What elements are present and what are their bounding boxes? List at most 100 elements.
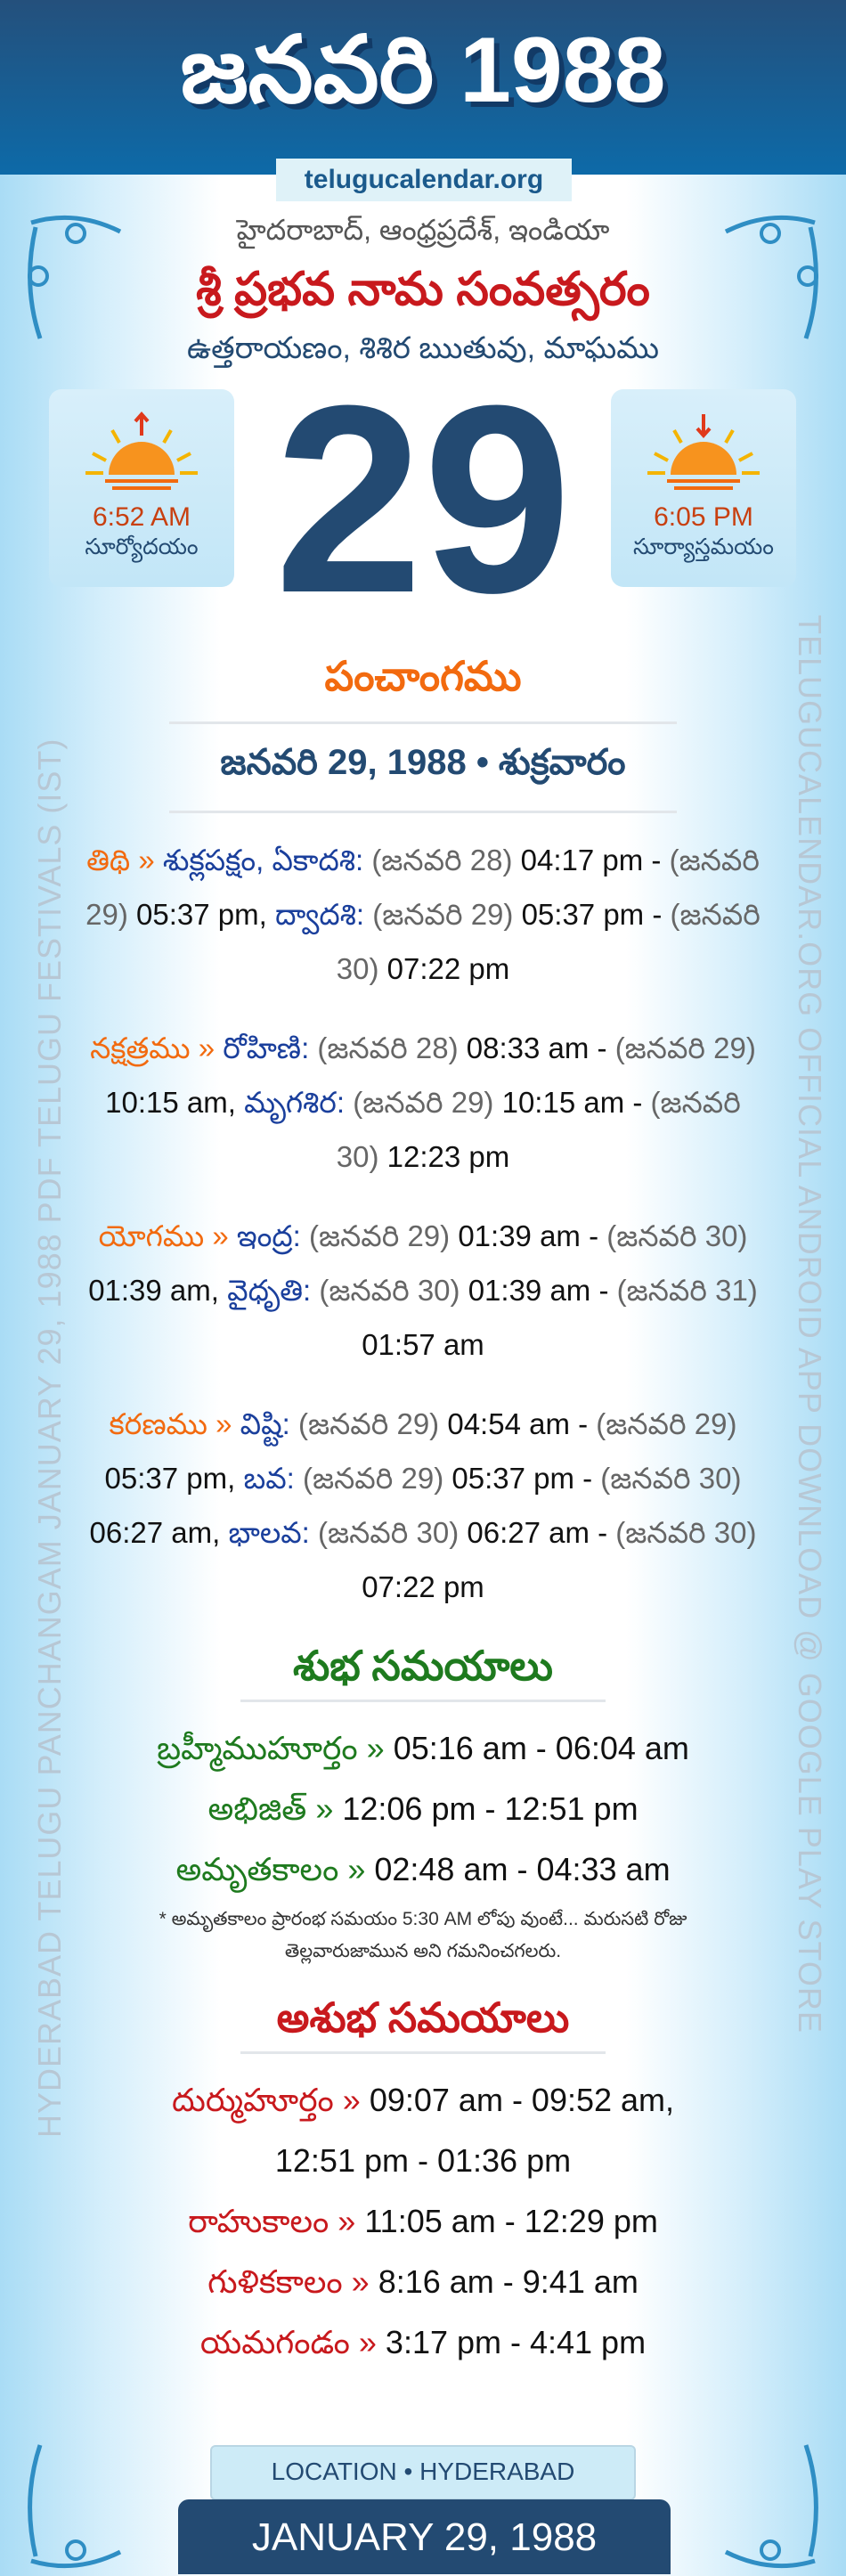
panchang-date: (జనవరి 30) <box>319 1274 460 1307</box>
timing-name: గుళికకాలం » <box>207 2263 370 2300</box>
corner-ornament-icon <box>724 2444 818 2569</box>
panchang-time: 08:33 am - <box>466 1031 607 1064</box>
corner-ornament-icon <box>724 215 818 339</box>
divider <box>169 811 677 813</box>
panchang-date: (జనవరి 29) <box>372 898 514 931</box>
footer-date: JANUARY 29, 1988 <box>178 2499 671 2574</box>
divider <box>169 721 677 724</box>
panchang-value: ద్వాదశి: <box>274 898 365 931</box>
site-link[interactable]: telugucalendar.org <box>276 159 572 201</box>
side-text-left: HYDERABAD TELUGU PANCHANGAM JANUARY 29, … <box>31 738 68 2138</box>
header-banner: జనవరి 1988 <box>0 0 846 175</box>
nakshatra-block: నక్షత్రము » రోహిణి: (జనవరి 28) 08:33 am … <box>85 1021 761 1184</box>
panchang-date: (జనవరి 29) <box>303 1462 444 1495</box>
divider <box>240 1700 606 1702</box>
panchang-key: తిథి » <box>86 844 155 876</box>
panchang-time: 05:37 pm - <box>451 1462 593 1495</box>
shubha-row: అమృతకాలం » 02:48 am - 04:33 am <box>85 1839 761 1900</box>
panchang-time: 12:23 pm <box>386 1140 510 1173</box>
timing-name: అమృతకాలం » <box>175 1851 366 1887</box>
panchang-value: ఇంద్ర: <box>236 1219 301 1252</box>
sunset-label: సూర్యాస్తమయం <box>633 534 774 559</box>
sunrise-time: 6:52 AM <box>92 502 191 532</box>
samvatsaram-title: శ్రీ ప్రభవ నామ సంవత్సరం <box>196 264 650 315</box>
panchang-date: (జనవరి 30) <box>615 1516 757 1549</box>
timing-value: 09:07 am - 09:52 am, <box>369 2082 675 2118</box>
panchang-time: 05:37 pm - <box>521 898 663 931</box>
sunrise-icon <box>85 411 198 490</box>
panchang-time: 05:37 pm, <box>104 1462 236 1495</box>
panchang-time: 01:39 am - <box>468 1274 609 1307</box>
panchang-date: (జనవరి 29) <box>596 1407 737 1440</box>
ashubha-row-cont: 12:51 pm - 01:36 pm <box>85 2131 761 2191</box>
sunset-icon <box>647 414 760 490</box>
timing-name: రాహుకాలం » <box>188 2203 356 2239</box>
panchang-time: 10:15 am, <box>105 1086 236 1119</box>
side-text-right: TELUGUCALENDAR.ORG OFFICIAL ANDROID APP … <box>792 615 828 2034</box>
panchang-value: భాలవ: <box>228 1516 310 1549</box>
sunrise-label: సూర్యోదయం <box>85 534 199 559</box>
panchang-time: 04:54 am - <box>447 1407 589 1440</box>
corner-ornament-icon <box>28 215 122 339</box>
ashubha-row: రాహుకాలం » 11:05 am - 12:29 pm <box>85 2191 761 2252</box>
ashubha-row: గుళికకాలం » 8:16 am - 9:41 am <box>85 2252 761 2312</box>
panchang-key: కరణము » <box>109 1407 232 1440</box>
panchang-date: (జనవరి 29) <box>308 1219 451 1252</box>
ashubha-row: యమగండం » 3:17 pm - 4:41 pm <box>85 2312 761 2373</box>
karana-block: కరణము » విష్టి: (జనవరి 29) 04:54 am - (జ… <box>85 1397 761 1614</box>
panchang-value: రోహిణి: <box>223 1031 310 1064</box>
panchang-time: 01:39 am, <box>88 1274 219 1307</box>
timing-value: 12:51 pm - 01:36 pm <box>274 2142 572 2179</box>
panchang-time: 06:27 am - <box>467 1516 608 1549</box>
panchang-value: శుక్లపక్షం, ఏకాదశి: <box>162 844 364 876</box>
location-text: హైదరాబాద్, ఆంధ్రప్రదేశ్, ఇండియా <box>236 214 610 246</box>
panchang-value: వైధృతి: <box>227 1274 312 1307</box>
timing-value: 8:16 am - 9:41 am <box>378 2263 639 2300</box>
panchang-time: 01:39 am - <box>458 1219 599 1252</box>
panchang-date: (జనవరి 30) <box>318 1516 460 1549</box>
panchang-time: 04:17 pm - <box>520 844 662 876</box>
divider <box>240 2051 606 2054</box>
panchang-time: 07:22 pm <box>386 952 510 985</box>
timing-value: 05:16 am - 06:04 am <box>393 1730 689 1766</box>
shubha-row: బ్రహ్మీముహూర్తం » 05:16 am - 06:04 am <box>85 1718 761 1779</box>
panchang-date: (జనవరి 29) <box>85 844 760 931</box>
panchang-time: 05:37 pm, <box>136 898 267 931</box>
panchang-date: (జనవరి 31) <box>616 1274 758 1307</box>
panchang-date: (జనవరి 28) <box>317 1031 459 1064</box>
timing-name: దుర్ముహూర్తం » <box>171 2082 361 2118</box>
tithi-block: తిథి » శుక్లపక్షం, ఏకాదశి: (జనవరి 28) 04… <box>85 833 761 996</box>
panchang-key: యోగము » <box>98 1219 229 1252</box>
content-column: తిథి » శుక్లపక్షం, ఏకాదశి: (జనవరి 28) 04… <box>85 833 761 2373</box>
panchang-value: విష్టి: <box>240 1407 290 1440</box>
sunset-card: 6:05 PM సూర్యాస్తమయం <box>611 389 796 587</box>
panchang-time: 01:57 am <box>362 1328 484 1361</box>
panchang-date: (జనవరి 30) <box>600 1462 742 1495</box>
timing-name: అభిజిత్ » <box>207 1790 334 1827</box>
corner-ornament-icon <box>28 2444 122 2569</box>
yoga-block: యోగము » ఇంద్ర: (జనవరి 29) 01:39 am - (జన… <box>85 1209 761 1372</box>
timing-name: బ్రహ్మీముహూర్తం » <box>157 1730 385 1766</box>
panchang-date: (జనవరి 29) <box>614 1031 756 1064</box>
sunset-time: 6:05 PM <box>654 502 753 532</box>
timing-value: 02:48 am - 04:33 am <box>374 1851 671 1887</box>
timing-value: 12:06 pm - 12:51 pm <box>342 1790 639 1827</box>
ayanam-text: ఉత్తరాయణం, శిశిర ఋతువు, మాఘము <box>187 331 659 365</box>
ashubha-title: అశుభ సమయాలు <box>276 1994 570 2041</box>
panchang-time: 07:22 pm <box>362 1570 484 1603</box>
panchang-date: (జనవరి 29) <box>297 1407 440 1440</box>
panchangam-title: పంచాంగము <box>324 653 522 699</box>
timing-value: 11:05 am - 12:29 pm <box>364 2203 658 2239</box>
panchang-date: (జనవరి 30) <box>606 1219 748 1252</box>
shubha-title: శుభ సమయాలు <box>293 1643 553 1689</box>
shubha-row: అభిజిత్ » 12:06 pm - 12:51 pm <box>85 1779 761 1839</box>
panchang-value: మృగశిర: <box>244 1086 346 1119</box>
full-date: జనవరి 29, 1988 • శుక్రవారం <box>220 743 626 782</box>
location-badge: LOCATION • HYDERABAD <box>210 2445 636 2500</box>
ashubha-row: దుర్ముహూర్తం » 09:07 am - 09:52 am, <box>85 2070 761 2131</box>
day-number: 29 <box>274 349 572 648</box>
month-year-title: జనవరి 1988 <box>180 19 666 122</box>
panchang-date: (జనవరి 30) <box>336 1086 741 1173</box>
timing-name: యమగండం » <box>199 2324 377 2360</box>
panchang-date: (జనవరి 29) <box>353 1086 494 1119</box>
